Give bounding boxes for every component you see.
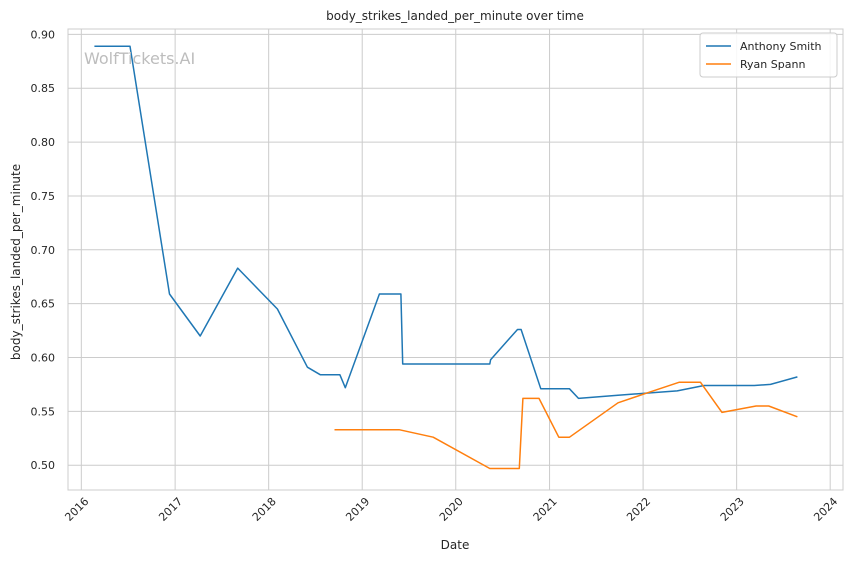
x-axis-label: Date [441,538,470,552]
y-tick-label: 0.80 [31,136,56,149]
y-axis-ticks: 0.50 0.55 0.60 0.65 0.70 0.75 0.80 0.85 0.90 [31,28,56,472]
x-tick-label: 2024 [811,495,840,524]
legend-label-anthony-smith: Anthony Smith [740,40,822,53]
x-tick-label: 2022 [624,495,653,524]
x-tick-label: 2020 [437,495,466,524]
watermark: WolfTickets.AI [84,49,195,68]
x-axis-ticks: 2016 2017 2018 2019 2020 2021 2022 2023 2024 [62,495,840,524]
y-axis-label: body_strikes_landed_per_minute [9,164,23,360]
x-tick-label: 2023 [718,495,747,524]
y-tick-label: 0.70 [31,244,56,257]
legend-frame [699,32,838,78]
y-tick-label: 0.50 [31,459,56,472]
y-tick-label: 0.60 [31,352,56,365]
y-tick-label: 0.90 [31,28,56,41]
series-line-anthony-smith [94,45,798,400]
y-tick-label: 0.85 [31,82,56,95]
x-tick-label: 2021 [531,495,560,524]
x-tick-label: 2018 [250,495,279,524]
legend: Anthony Smith Ryan Spann [699,32,838,78]
chart-title: body_strikes_landed_per_minute over time [326,9,584,23]
x-tick-label: 2019 [343,495,372,524]
series-line-ryan-spann [334,381,798,470]
x-tick-label: 2016 [62,495,91,524]
legend-label-ryan-spann: Ryan Spann [740,58,805,71]
y-tick-label: 0.75 [31,190,56,203]
y-tick-label: 0.55 [31,405,56,418]
x-tick-label: 2017 [156,495,185,524]
y-tick-label: 0.65 [31,298,56,311]
plot-frame [67,28,844,491]
grid-lines [68,29,843,490]
series-lines [94,45,798,470]
